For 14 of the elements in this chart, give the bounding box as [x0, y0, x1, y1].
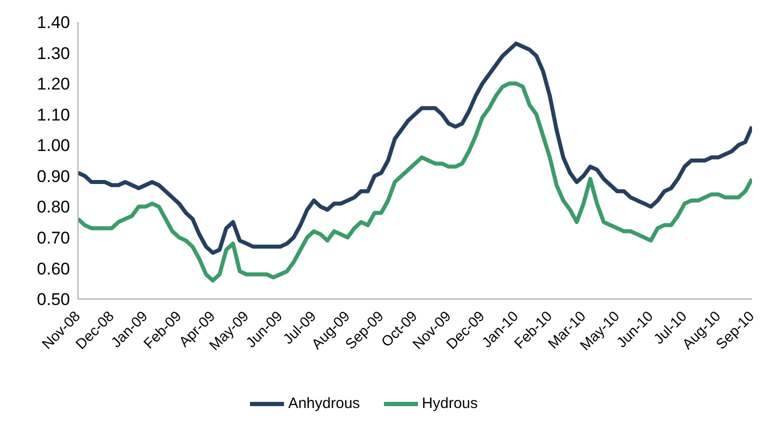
- line-series: [78, 82, 752, 283]
- legend-label: Hydrous: [422, 394, 478, 412]
- y-tick-label: 1.40: [36, 13, 70, 32]
- y-tick-label: 0.90: [36, 166, 70, 186]
- y-tick-label: 0.60: [36, 259, 70, 278]
- y-tick-label: 1.20: [36, 74, 70, 94]
- y-tick-label: 0.80: [36, 198, 70, 217]
- y-tick-label: 0.50: [36, 290, 70, 310]
- y-tick-label: 0.70: [36, 228, 70, 248]
- y-tick-label: 1.00: [36, 136, 70, 156]
- line-series: [78, 42, 752, 255]
- legend-label: Anhydrous: [288, 394, 360, 412]
- y-tick-label: 1.10: [36, 105, 70, 124]
- y-tick-label: 1.30: [36, 44, 70, 63]
